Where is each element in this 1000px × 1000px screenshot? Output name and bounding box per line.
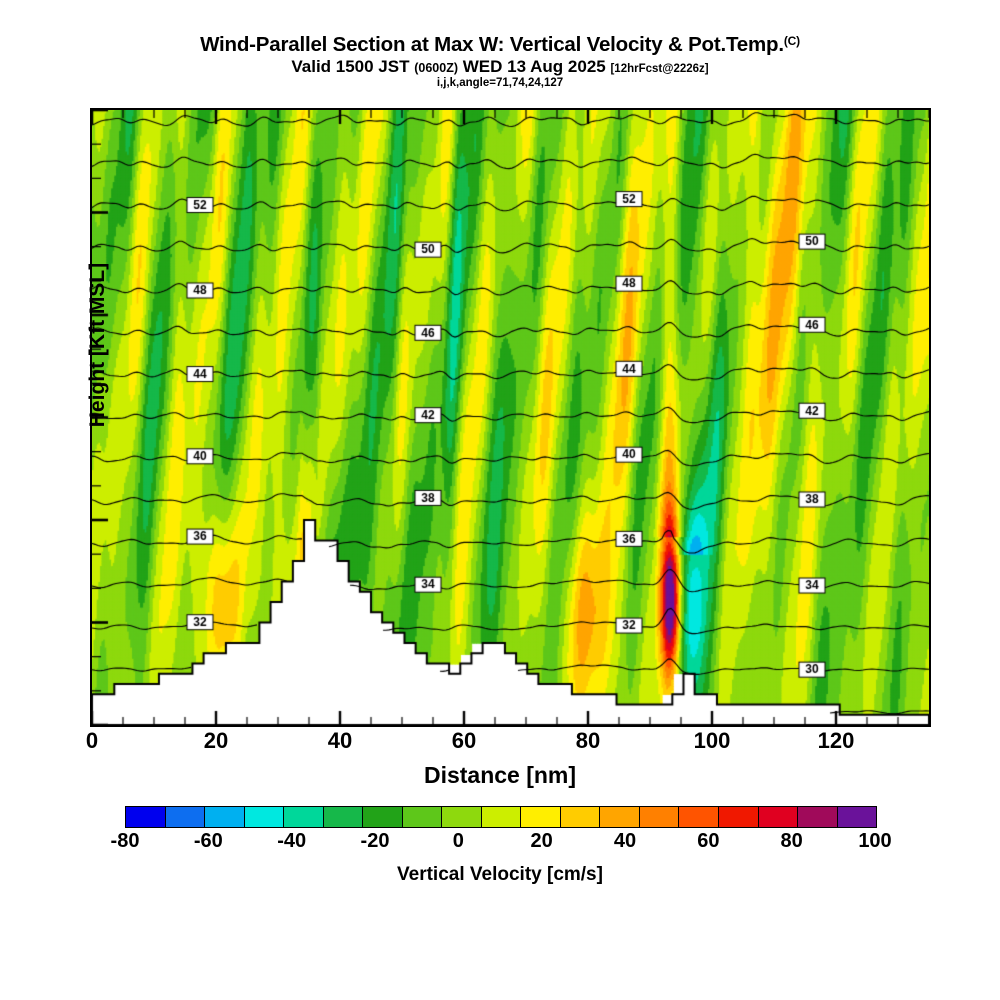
colorbar-swatch — [521, 807, 561, 827]
vertical-velocity-field — [92, 110, 929, 725]
colorbar-tick-label: 60 — [697, 830, 720, 852]
colorbar-title: Vertical Velocity [cm/s] — [397, 864, 603, 885]
x-tick-label: 80 — [575, 728, 601, 753]
valid-utc: (0600Z) — [414, 60, 459, 75]
colorbar-swatch — [323, 807, 364, 827]
forecast-stamp: [12hrFcst@2226z] — [610, 62, 709, 75]
colorbar-swatch — [639, 807, 680, 827]
colorbar-swatch — [442, 807, 482, 827]
x-tick-label: 60 — [451, 728, 477, 753]
colorbar-swatch — [758, 807, 799, 827]
valid-date: WED 13 Aug 2025 — [462, 56, 606, 76]
plot-area: Height [Kft MSL] — [86, 108, 931, 727]
x-tick-label: 0 — [85, 728, 99, 753]
colorbar-swatch — [718, 807, 759, 827]
colorbar-tick-label: -80 — [110, 830, 140, 852]
x-tick-label: 100 — [693, 728, 731, 753]
colorbar-tick-label: 100 — [858, 830, 892, 852]
colorbar — [125, 806, 877, 828]
colorbar-swatch — [600, 807, 640, 827]
main-title-text: Wind-Parallel Section at Max W: Vertical… — [200, 33, 784, 56]
colorbar-tick-label: 40 — [613, 830, 637, 852]
colorbar-swatch — [244, 807, 285, 827]
colorbar-swatch — [798, 807, 838, 827]
colorbar-tick-label: 0 — [452, 830, 464, 852]
x-axis-label: Distance [nm] — [423, 762, 577, 788]
x-tick-label: 40 — [327, 728, 353, 753]
colorbar-swatch — [481, 807, 522, 827]
colorbar-swatch — [165, 807, 206, 827]
copyright-mark: (C) — [783, 34, 800, 48]
colorbar-swatch — [837, 807, 877, 827]
colorbar-tick-label: -20 — [360, 830, 390, 852]
valid-prefix: Valid 1500 JST — [291, 56, 410, 76]
colorbar-tick-label: -40 — [277, 830, 307, 852]
colorbar-swatch — [402, 807, 443, 827]
colorbar-swatch — [126, 807, 166, 827]
subtitle-indices: i,j,k,angle=71,74,24,127 — [436, 77, 564, 90]
colorbar-swatch — [363, 807, 403, 827]
title-block: Wind-Parallel Section at Max W: Vertical… — [0, 34, 1000, 90]
y-axis-label: Height [Kft MSL] — [86, 262, 109, 428]
subtitle-valid-time: Valid 1500 JST (0600Z) WED 13 Aug 2025 [… — [0, 56, 1000, 77]
colorbar-tick-label: -60 — [193, 830, 223, 852]
colorbar-tick-label: 20 — [530, 830, 553, 852]
colorbar-swatch — [560, 807, 601, 827]
colorbar-swatch — [284, 807, 324, 827]
colorbar-tick-label: 80 — [780, 830, 803, 852]
x-tick-label: 120 — [817, 728, 855, 753]
colorbar-swatch — [205, 807, 245, 827]
page-title: Wind-Parallel Section at Max W: Vertical… — [0, 34, 1000, 56]
colorbar-swatch — [679, 807, 719, 827]
x-tick-label: 20 — [203, 728, 229, 753]
